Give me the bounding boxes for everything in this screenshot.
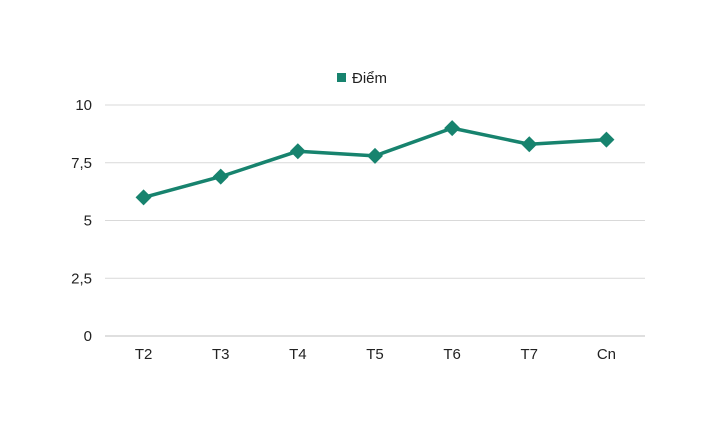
- y-tick-label: 5: [84, 213, 92, 230]
- x-axis: T2 T3 T4 T5 T6 T7 Cn: [135, 346, 616, 363]
- data-point-marker: [135, 189, 152, 206]
- data-point-marker: [212, 168, 229, 185]
- legend-swatch: [337, 73, 346, 82]
- data-point-marker: [367, 147, 383, 164]
- x-tick-label: T3: [212, 346, 230, 363]
- legend-label: Điểm: [352, 70, 387, 87]
- data-point-marker: [289, 143, 306, 160]
- y-tick-label: 0: [84, 328, 92, 345]
- y-axis: 0 2,5 5 7,5 10: [71, 97, 92, 345]
- grid: [105, 104, 645, 337]
- data-point-marker: [521, 136, 538, 153]
- y-tick-label: 2,5: [71, 270, 92, 287]
- data-point-marker: [598, 131, 615, 148]
- x-tick-label: T4: [289, 346, 307, 363]
- x-tick-label: T7: [521, 346, 539, 363]
- x-tick-label: Cn: [597, 346, 616, 363]
- x-tick-label: T2: [135, 346, 153, 363]
- y-tick-label: 7,5: [71, 155, 92, 172]
- series-diem: [135, 120, 615, 206]
- x-tick-label: T5: [366, 346, 384, 363]
- legend: Điểm: [337, 70, 387, 87]
- y-tick-label: 10: [75, 97, 92, 114]
- data-point-marker: [444, 120, 461, 137]
- x-tick-label: T6: [443, 346, 461, 363]
